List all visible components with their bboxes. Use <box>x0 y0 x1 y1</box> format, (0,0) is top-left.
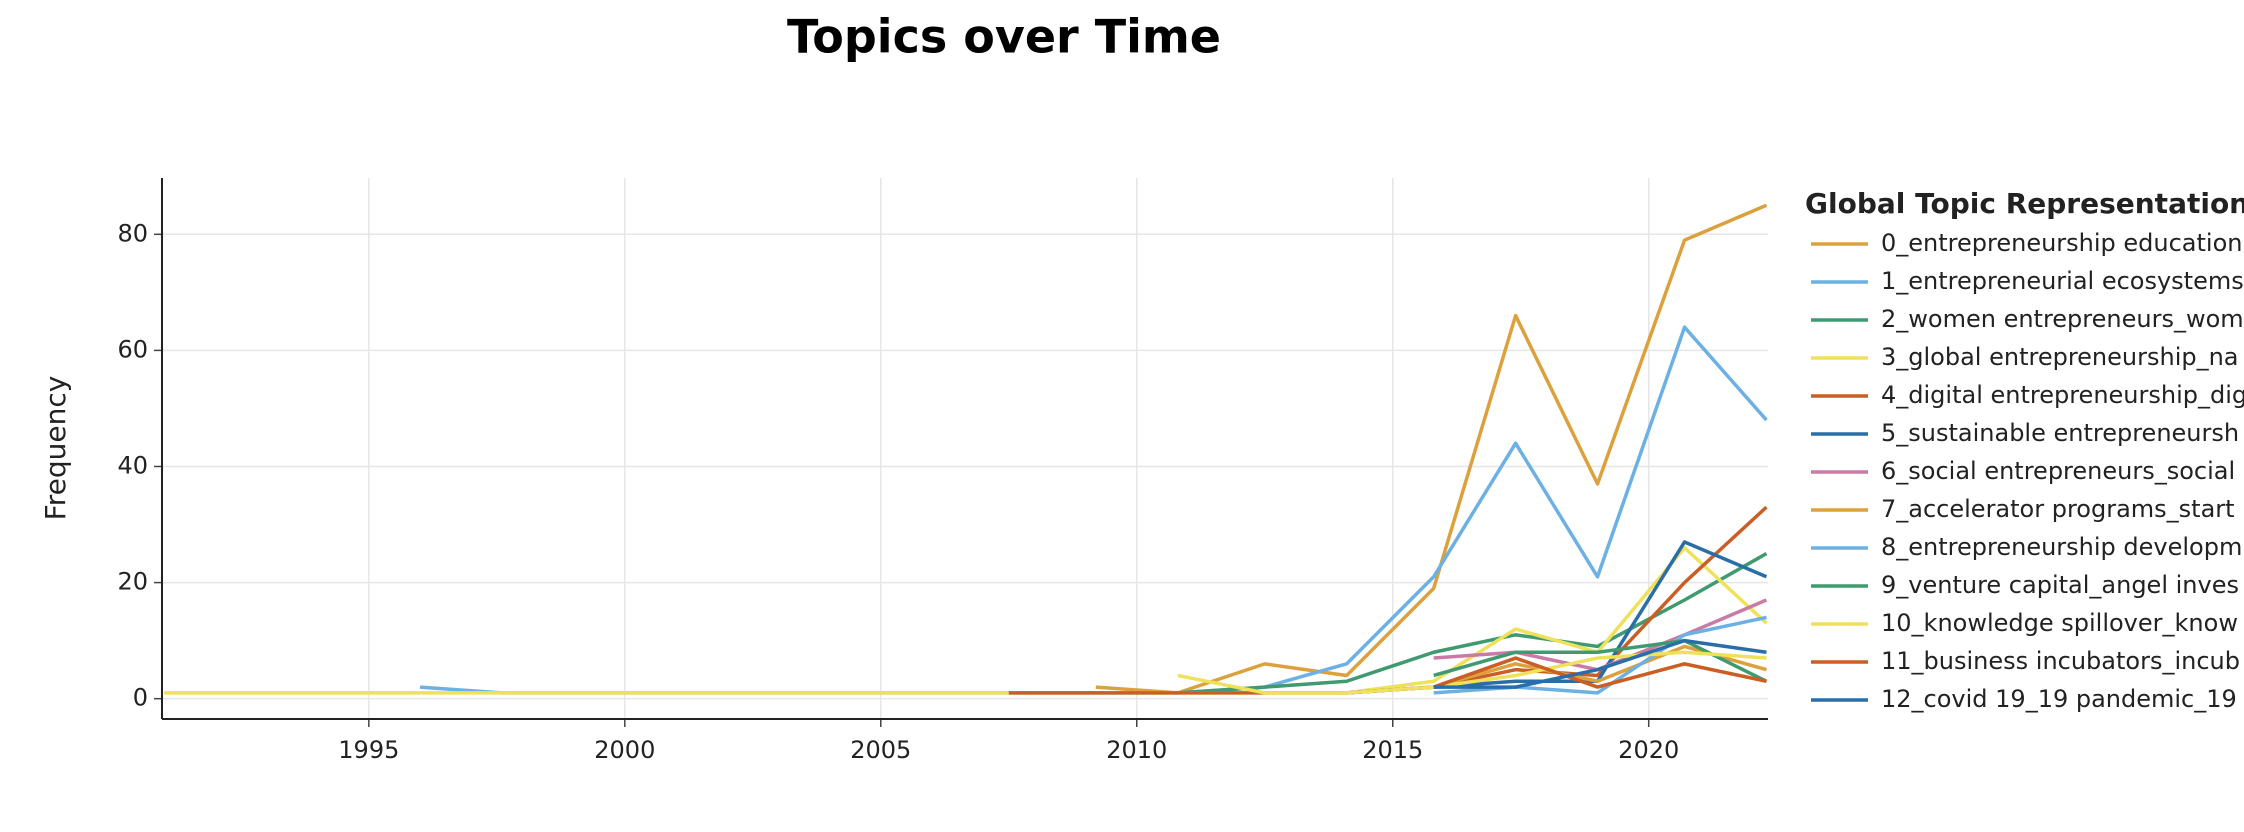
legend-label: 11_business incubators_incub <box>1881 647 2240 675</box>
legend-item[interactable]: 7_accelerator programs_start <box>1811 495 2235 523</box>
plot-area <box>164 203 1768 695</box>
series-line <box>1433 638 1767 689</box>
legend-label: 4_digital entrepreneurship_dig <box>1881 381 2244 409</box>
chart-title: Topics over Time <box>787 10 1221 64</box>
x-tick-label: 2000 <box>594 736 655 764</box>
series-line <box>1095 203 1768 695</box>
legend-item[interactable]: 8_entrepreneurship developm <box>1811 533 2242 561</box>
legend-label: 8_entrepreneurship developm <box>1881 533 2242 561</box>
legend-label: 6_social entrepreneurs_social <box>1881 457 2235 485</box>
y-tick-label: 40 <box>117 451 148 479</box>
legend-item[interactable]: 0_entrepreneurship education <box>1811 229 2243 257</box>
legend-item[interactable]: 6_social entrepreneurs_social <box>1811 457 2235 485</box>
series-line <box>419 325 1768 695</box>
x-tick-label: 2005 <box>850 736 911 764</box>
legend-title: Global Topic Representation <box>1805 187 2244 220</box>
legend-item[interactable]: 1_entrepreneurial ecosystems <box>1811 267 2244 295</box>
y-axis-label: Frequency <box>39 376 72 521</box>
y-tick-label: 20 <box>117 568 148 596</box>
legend-item[interactable]: 5_sustainable entrepreneursh <box>1811 419 2239 447</box>
legend-item[interactable]: 10_knowledge spillover_know <box>1811 609 2238 637</box>
legend-label: 9_venture capital_angel inves <box>1881 571 2239 599</box>
legend-label: 7_accelerator programs_start <box>1881 495 2235 523</box>
series-line <box>1433 656 1767 689</box>
legend: 0_entrepreneurship education 1_entreprene… <box>1811 229 2244 713</box>
legend-label: 2_women entrepreneurs_wom <box>1881 305 2244 333</box>
series-line <box>1177 552 1768 695</box>
legend-label: 12_covid 19_19 pandemic_19 <box>1881 685 2237 713</box>
axes: 0 20 40 60 80 1995 2000 2005 2010 2015 2020 <box>117 178 1768 764</box>
legend-item[interactable]: 3_global entrepreneurship_na <box>1811 343 2239 371</box>
legend-label: 5_sustainable entrepreneursh <box>1881 419 2239 447</box>
legend-item[interactable]: 9_venture capital_angel inves <box>1811 571 2239 599</box>
x-tick-label: 2020 <box>1618 736 1679 764</box>
legend-item[interactable]: 12_covid 19_19 pandemic_19 <box>1811 685 2237 713</box>
y-tick-label: 80 <box>117 219 148 247</box>
y-tick-label: 0 <box>133 684 148 712</box>
series-line <box>1433 615 1767 695</box>
grid <box>162 178 1768 719</box>
legend-item[interactable]: 11_business incubators_incub <box>1811 647 2240 675</box>
y-tick-label: 60 <box>117 335 148 363</box>
legend-label: 3_global entrepreneurship_na <box>1881 343 2239 371</box>
x-tick-label: 2010 <box>1106 736 1167 764</box>
legend-label: 0_entrepreneurship education <box>1881 229 2243 257</box>
x-tick-label: 2015 <box>1362 736 1423 764</box>
legend-item[interactable]: 2_women entrepreneurs_wom <box>1811 305 2244 333</box>
legend-label: 1_entrepreneurial ecosystems <box>1881 267 2244 295</box>
series-line <box>1177 650 1767 695</box>
series-line <box>1008 505 1768 695</box>
legend-item[interactable]: 4_digital entrepreneurship_dig <box>1811 381 2244 409</box>
legend-label: 10_knowledge spillover_know <box>1881 609 2238 637</box>
x-tick-label: 1995 <box>338 736 399 764</box>
